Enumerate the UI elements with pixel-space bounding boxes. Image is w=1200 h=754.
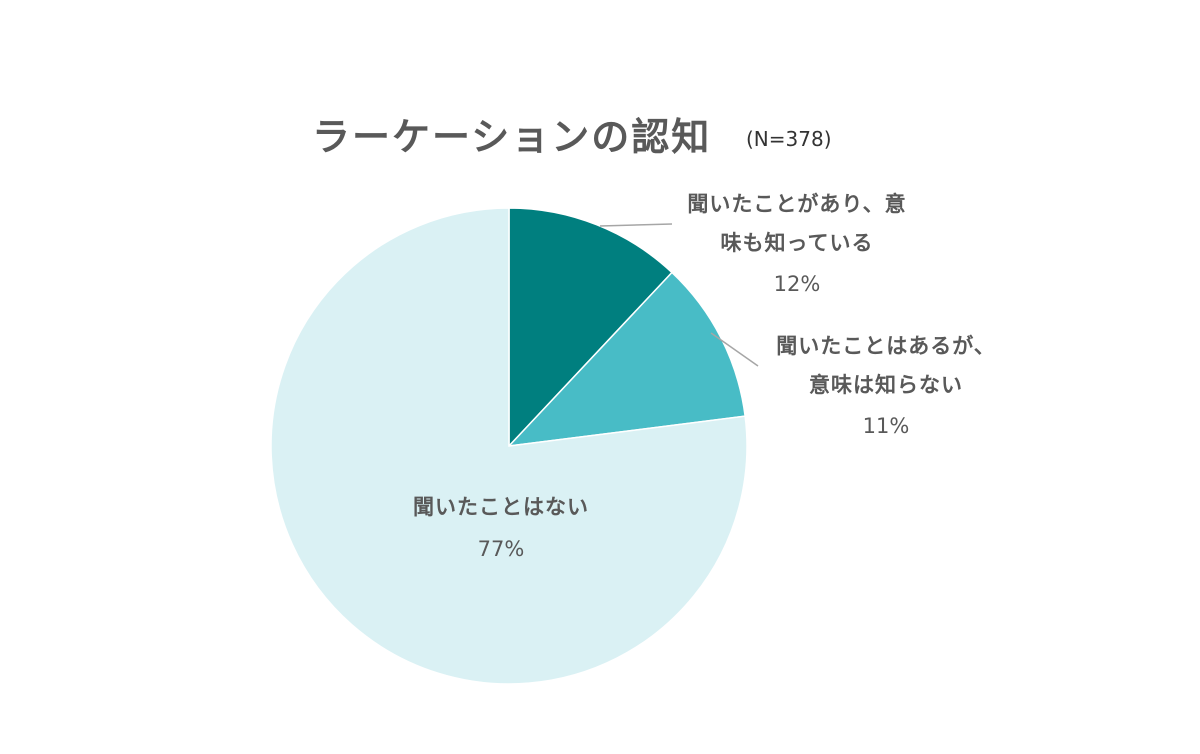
pie-slice-1 xyxy=(508,207,673,448)
slice-label-2-line-2: 意味は知らない xyxy=(809,373,963,397)
chart-title: ラーケーションの認知 xyxy=(312,115,711,159)
slice-value-label-2: 11% xyxy=(863,414,910,438)
chart-subtitle: (N=378) xyxy=(746,127,832,151)
leader-lines xyxy=(599,223,759,367)
slice-label-group-1: 聞いたことがあり、意 味も知っている 12% xyxy=(687,192,906,296)
slice-label-1-line-1: 聞いたことがあり、意 xyxy=(687,192,906,216)
slice-label-2-line-1: 聞いたことはあるが、 xyxy=(776,334,996,358)
slice-label-group-3: 聞いたことはない 77% xyxy=(413,495,589,561)
pie-slice-3 xyxy=(270,207,748,685)
pie-slices xyxy=(270,207,748,685)
leader-line-1 xyxy=(599,223,673,227)
slice-label-3-line-1: 聞いたことはない xyxy=(413,495,589,519)
slice-value-label-1: 12% xyxy=(774,272,821,296)
leader-line-2 xyxy=(710,332,759,367)
slice-value-label-3: 77% xyxy=(478,537,525,561)
slice-label-group-2: 聞いたことはあるが、 意味は知らない 11% xyxy=(776,334,996,438)
pie-slice-2 xyxy=(507,271,746,448)
slice-label-1-line-2: 味も知っている xyxy=(721,231,874,255)
